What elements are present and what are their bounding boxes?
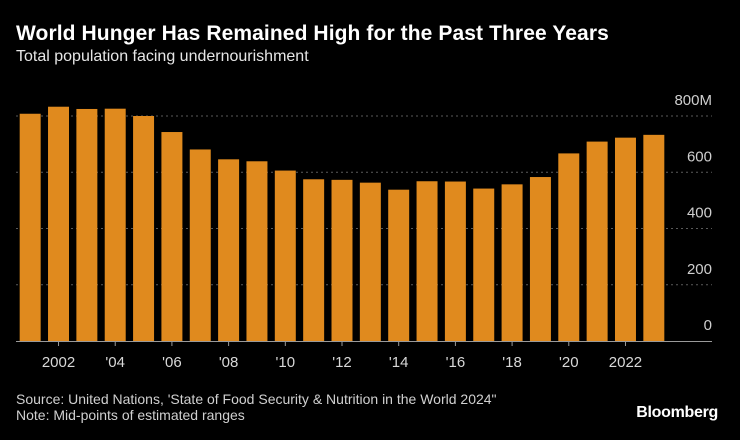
x-tick-label: '10 bbox=[276, 354, 296, 371]
bar-2018 bbox=[501, 184, 523, 341]
bar-2008 bbox=[218, 159, 240, 341]
bar-2001 bbox=[19, 113, 41, 341]
bar-2007 bbox=[189, 149, 211, 341]
bar-2017 bbox=[473, 188, 495, 341]
bar-2021 bbox=[586, 141, 608, 341]
bar-2006 bbox=[161, 132, 183, 341]
y-tick-label: 800M bbox=[674, 92, 712, 109]
x-tick-label: '04 bbox=[105, 354, 125, 371]
y-tick-label: 200 bbox=[687, 261, 712, 278]
bar-2019 bbox=[529, 177, 551, 341]
bar-2009 bbox=[246, 161, 268, 341]
bar-2012 bbox=[331, 179, 353, 341]
bar-2004 bbox=[104, 108, 126, 341]
brand-logo: Bloomberg bbox=[636, 404, 718, 421]
bar-2005 bbox=[133, 116, 155, 341]
y-tick-label: 0 bbox=[704, 317, 712, 334]
chart-footer: Source: United Nations, 'State of Food S… bbox=[16, 391, 497, 423]
source-note: Source: United Nations, 'State of Food S… bbox=[16, 391, 497, 407]
methodology-note: Note: Mid-points of estimated ranges bbox=[16, 407, 245, 423]
bar-2003 bbox=[76, 108, 98, 341]
bar-2020 bbox=[558, 153, 580, 341]
y-tick-label: 400 bbox=[687, 205, 712, 222]
x-tick-label: '16 bbox=[446, 354, 466, 371]
x-tick-label: '06 bbox=[162, 354, 182, 371]
bar-2015 bbox=[416, 181, 438, 341]
x-tick-label: '08 bbox=[219, 354, 239, 371]
x-tick-label: '18 bbox=[502, 354, 522, 371]
y-tick-label: 600 bbox=[687, 148, 712, 165]
chart-title: World Hunger Has Remained High for the P… bbox=[16, 22, 609, 45]
x-tick-label: '14 bbox=[389, 354, 409, 371]
x-tick-label: 2002 bbox=[42, 354, 75, 371]
bar-2010 bbox=[274, 170, 296, 341]
x-tick-label: '12 bbox=[332, 354, 352, 371]
bar-2013 bbox=[359, 182, 381, 341]
bar-2023 bbox=[643, 134, 665, 341]
chart-subtitle: Total population facing undernourishment bbox=[16, 48, 309, 65]
x-tick-label: '20 bbox=[559, 354, 579, 371]
bar-2022 bbox=[614, 137, 636, 341]
x-tick-label: 2022 bbox=[609, 354, 642, 371]
bar-2011 bbox=[303, 179, 325, 341]
bar-2016 bbox=[444, 181, 466, 341]
bar-2014 bbox=[388, 189, 410, 341]
bar-2002 bbox=[48, 106, 70, 341]
